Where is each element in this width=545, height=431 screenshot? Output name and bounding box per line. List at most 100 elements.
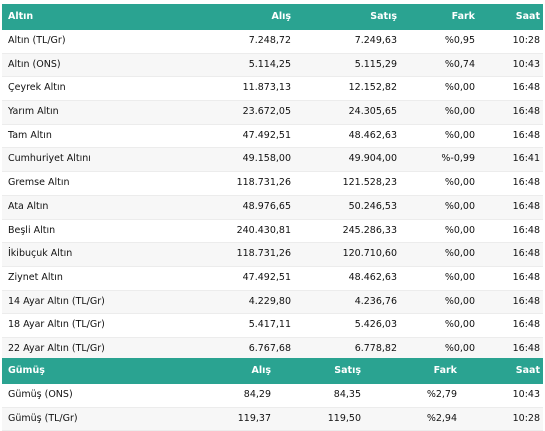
row-buy: 48.976,65 bbox=[242, 200, 291, 212]
table-row[interactable]: Çeyrek Altın 11.873,13 12.152,82 %0,00 16:48 bbox=[2, 77, 543, 102]
row-name: 14 Ayar Altın (TL/Gr) bbox=[8, 295, 105, 307]
row-buy: 49.158,00 bbox=[242, 153, 291, 165]
row-sell: 4.236,76 bbox=[354, 295, 397, 307]
row-name: İkibuçuk Altın bbox=[8, 248, 73, 260]
row-sell: 50.246,53 bbox=[348, 200, 397, 212]
row-diff: %0,00 bbox=[444, 224, 475, 236]
row-time: 16:48 bbox=[512, 82, 540, 94]
header-buy[interactable]: Alış bbox=[271, 11, 291, 22]
row-time: 16:48 bbox=[512, 177, 540, 189]
row-diff: %0,00 bbox=[444, 295, 475, 307]
table-row[interactable]: Yarım Altın 23.672,05 24.305,65 %0,00 16:48 bbox=[2, 101, 543, 125]
row-time: 10:28 bbox=[512, 412, 540, 424]
row-name: Altın (TL/Gr) bbox=[8, 35, 66, 46]
row-name: Çeyrek Altın bbox=[8, 82, 66, 94]
row-buy: 84,29 bbox=[243, 389, 271, 400]
row-diff: %0,00 bbox=[444, 342, 475, 354]
row-diff: %0,00 bbox=[444, 319, 475, 331]
table-row[interactable]: Altın (ONS) 5.114,25 5.115,29 %0,74 10:43 bbox=[2, 53, 543, 78]
table-row[interactable]: Ata Altın 48.976,65 50.246,53 %0,00 16:48 bbox=[2, 195, 543, 220]
table-row[interactable]: Beşli Altın 240.430,81 245.286,33 %0,00 16:4… bbox=[2, 220, 543, 244]
row-buy: 5.114,25 bbox=[248, 58, 291, 70]
table-row[interactable]: Tam Altın 47.492,51 48.462,63 %0,00 16:48 bbox=[2, 125, 543, 149]
row-diff: %2,79 bbox=[426, 389, 457, 400]
row-buy: 47.492,51 bbox=[242, 271, 291, 283]
row-name: Beşli Altın bbox=[8, 224, 56, 236]
row-sell: 121.528,23 bbox=[342, 177, 397, 189]
row-sell: 24.305,65 bbox=[348, 106, 397, 118]
gold-table-body: Altın (TL/Gr) 7.248,72 7.249,63 %0,95 10:28 A… bbox=[2, 30, 543, 362]
silver-table: Gümüş Alış Satış Fark Saat Gümüş (ONS) 84… bbox=[2, 358, 543, 431]
row-time: 16:48 bbox=[512, 295, 540, 307]
row-time: 16:48 bbox=[512, 271, 540, 283]
row-sell: 49.904,00 bbox=[348, 153, 397, 165]
row-buy: 118.731,26 bbox=[236, 177, 291, 189]
header-buy[interactable]: Alış bbox=[251, 365, 271, 376]
header-name[interactable]: Gümüş bbox=[8, 365, 45, 376]
row-name: Cumhuriyet Altını bbox=[8, 153, 91, 165]
row-sell: 120.710,60 bbox=[342, 248, 397, 260]
row-time: 16:48 bbox=[512, 129, 540, 141]
table-row[interactable]: Gremse Altın 118.731,26 121.528,23 %0,00 16:… bbox=[2, 172, 543, 196]
table-row[interactable]: 14 Ayar Altın (TL/Gr) 4.229,80 4.236,76 %0,… bbox=[2, 290, 543, 315]
table-row[interactable]: Gümüş (ONS) 84,29 84,35 %2,79 10:43 bbox=[2, 384, 543, 408]
row-name: Gremse Altın bbox=[8, 177, 70, 189]
row-sell: 48.462,63 bbox=[348, 271, 397, 283]
row-buy: 5.417,11 bbox=[248, 319, 291, 331]
header-time[interactable]: Saat bbox=[515, 365, 540, 376]
row-sell: 5.115,29 bbox=[354, 58, 397, 70]
row-name: Ata Altın bbox=[8, 200, 49, 212]
row-diff: %-0,99 bbox=[441, 153, 475, 165]
row-time: 16:48 bbox=[512, 248, 540, 260]
row-time: 16:48 bbox=[512, 319, 540, 331]
header-time[interactable]: Saat bbox=[515, 11, 540, 22]
row-name: Ziynet Altın bbox=[8, 271, 63, 283]
row-sell: 119,50 bbox=[327, 412, 361, 424]
row-name: Gümüş (TL/Gr) bbox=[8, 412, 78, 424]
row-sell: 6.778,82 bbox=[354, 342, 397, 354]
row-buy: 118.731,26 bbox=[236, 248, 291, 260]
table-row[interactable]: Cumhuriyet Altını 49.158,00 49.904,00 %-0,9… bbox=[2, 148, 543, 173]
gold-table-header: Altın Alış Satış Fark Saat bbox=[2, 4, 543, 30]
header-diff[interactable]: Fark bbox=[433, 365, 457, 376]
silver-table-body: Gümüş (ONS) 84,29 84,35 %2,79 10:43 Gümüş (TL… bbox=[2, 384, 543, 431]
header-sell[interactable]: Satış bbox=[334, 365, 361, 376]
row-buy: 11.873,13 bbox=[242, 82, 291, 94]
row-name: Yarım Altın bbox=[8, 106, 59, 118]
table-row[interactable]: 18 Ayar Altın (TL/Gr) 5.417,11 5.426,03 %0,… bbox=[2, 314, 543, 338]
table-row[interactable]: Ziynet Altın 47.492,51 48.462,63 %0,00 16:48 bbox=[2, 267, 543, 291]
row-sell: 5.426,03 bbox=[354, 319, 397, 331]
row-buy: 119,37 bbox=[237, 412, 271, 424]
row-buy: 6.767,68 bbox=[248, 342, 291, 354]
row-name: Tam Altın bbox=[8, 129, 52, 141]
row-sell: 7.249,63 bbox=[354, 35, 397, 46]
row-name: Gümüş (ONS) bbox=[8, 389, 73, 400]
row-sell: 84,35 bbox=[333, 389, 361, 400]
gold-table: Altın Alış Satış Fark Saat Altın (TL/Gr)… bbox=[2, 4, 543, 362]
row-sell: 48.462,63 bbox=[348, 129, 397, 141]
row-name: 22 Ayar Altın (TL/Gr) bbox=[8, 342, 105, 354]
row-time: 16:48 bbox=[512, 224, 540, 236]
table-row[interactable]: Gümüş (TL/Gr) 119,37 119,50 %2,94 10:28 bbox=[2, 407, 543, 431]
row-diff: %0,95 bbox=[444, 35, 475, 46]
row-diff: %0,00 bbox=[444, 129, 475, 141]
row-buy: 240.430,81 bbox=[236, 224, 291, 236]
row-name: Altın (ONS) bbox=[8, 58, 61, 70]
row-name: 18 Ayar Altın (TL/Gr) bbox=[8, 319, 105, 331]
row-buy: 7.248,72 bbox=[248, 35, 291, 46]
row-diff: %0,00 bbox=[444, 200, 475, 212]
header-diff[interactable]: Fark bbox=[451, 11, 475, 22]
table-row[interactable]: İkibuçuk Altın 118.731,26 120.710,60 %0,00 1… bbox=[2, 243, 543, 267]
header-sell[interactable]: Satış bbox=[370, 11, 397, 22]
row-time: 10:28 bbox=[512, 35, 540, 46]
row-time: 16:41 bbox=[512, 153, 540, 165]
row-time: 16:48 bbox=[512, 106, 540, 118]
row-time: 16:48 bbox=[512, 342, 540, 354]
row-diff: %2,94 bbox=[426, 412, 457, 424]
row-time: 10:43 bbox=[512, 58, 540, 70]
row-buy: 47.492,51 bbox=[242, 129, 291, 141]
row-sell: 245.286,33 bbox=[342, 224, 397, 236]
table-row[interactable]: Altın (TL/Gr) 7.248,72 7.249,63 %0,95 10:28 bbox=[2, 30, 543, 54]
header-name[interactable]: Altın bbox=[8, 11, 34, 22]
row-diff: %0,00 bbox=[444, 248, 475, 260]
